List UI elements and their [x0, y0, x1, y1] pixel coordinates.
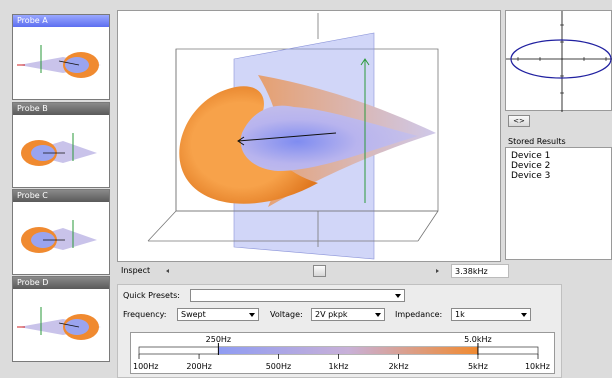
probe-thumbnail	[17, 45, 101, 78]
voltage-label: Voltage:	[270, 310, 303, 319]
inspect-value: 3.38kHz	[451, 264, 509, 278]
frequency-label: Frequency:	[123, 310, 167, 319]
frequency-tick-label: 10kHz	[525, 362, 550, 371]
cone-inner	[240, 105, 418, 171]
probe-label: Probe A	[13, 15, 109, 27]
stored-result-item[interactable]: Device 1	[511, 151, 551, 161]
probe-panel-a[interactable]: Probe A	[12, 14, 110, 100]
impedance-value: 1k	[455, 310, 465, 319]
impedance-cone-plot	[147, 13, 439, 260]
frequency-tick-label: 1kHz	[329, 362, 349, 371]
probe-panel-b[interactable]: Probe B	[12, 102, 110, 188]
quick-presets-select[interactable]	[190, 289, 405, 302]
main-3d-view[interactable]	[117, 10, 501, 262]
impedance-label: Impedance:	[395, 310, 443, 319]
chevron-down-icon	[395, 294, 401, 298]
frequency-select[interactable]: Swept	[177, 308, 259, 321]
impedance-select[interactable]: 1k	[451, 308, 531, 321]
voltage-select[interactable]: 2V pkpk	[311, 308, 385, 321]
stored-results-title: Stored Results	[508, 137, 566, 146]
frequency-tick-label: 200Hz	[186, 362, 211, 371]
quick-presets-label: Quick Presets:	[123, 291, 180, 300]
probe-panel-d[interactable]: Probe D	[12, 276, 110, 362]
stored-result-item[interactable]: Device 2	[511, 161, 551, 171]
probe-label: Probe D	[13, 277, 109, 289]
slider-right-arrow-icon[interactable]	[436, 269, 439, 273]
frequency-tick-label: 2kHz	[389, 362, 409, 371]
chevron-down-icon	[375, 313, 381, 317]
voltage-axis-head	[360, 58, 370, 66]
probe-label: Probe C	[13, 190, 109, 202]
high-marker-label: 5.0kHz	[464, 335, 492, 344]
chevron-down-icon	[521, 313, 527, 317]
bounding-box-front	[147, 49, 439, 247]
stored-results-list[interactable]: Device 1 Device 2 Device 3	[505, 147, 612, 260]
frequency-tick-label: 500Hz	[266, 362, 291, 371]
voltage-value: 2V pkpk	[315, 310, 348, 319]
frequency-range-scale: 250Hz 5.0kHz 100Hz 200Hz 500Hz 1kHz 2kHz 5kHz 10…	[133, 335, 550, 371]
probe-thumbnail	[21, 220, 97, 253]
probe-panel-c[interactable]: Probe C	[12, 189, 110, 275]
selected-range[interactable]	[218, 347, 478, 354]
lissajous-scope	[505, 10, 612, 112]
lissajous-plot	[506, 11, 612, 112]
chevron-down-icon	[249, 313, 255, 317]
frequency-tick-label: 100Hz	[133, 362, 158, 371]
frequency-range-bar[interactable]: 250Hz 5.0kHz 100Hz 200Hz 500Hz 1kHz 2kHz 5kHz 10…	[130, 332, 555, 374]
probe-thumbnail	[17, 307, 101, 340]
frequency-tick-label: 5kHz	[468, 362, 488, 371]
impedance-vector	[237, 132, 337, 142]
stored-result-item[interactable]: Device 3	[511, 171, 551, 181]
probe-thumbnail	[21, 133, 97, 166]
frequency-value: Swept	[181, 310, 206, 319]
impedance-vector-head	[237, 136, 245, 146]
inspect-slider[interactable]	[160, 264, 445, 278]
toggle-view-button[interactable]: <>	[508, 115, 530, 127]
low-marker-label: 250Hz	[206, 335, 231, 344]
probe-label: Probe B	[13, 103, 109, 115]
slider-left-arrow-icon[interactable]	[166, 269, 169, 273]
inspect-slider-thumb[interactable]	[313, 265, 327, 277]
inspect-label: Inspect	[121, 266, 151, 275]
